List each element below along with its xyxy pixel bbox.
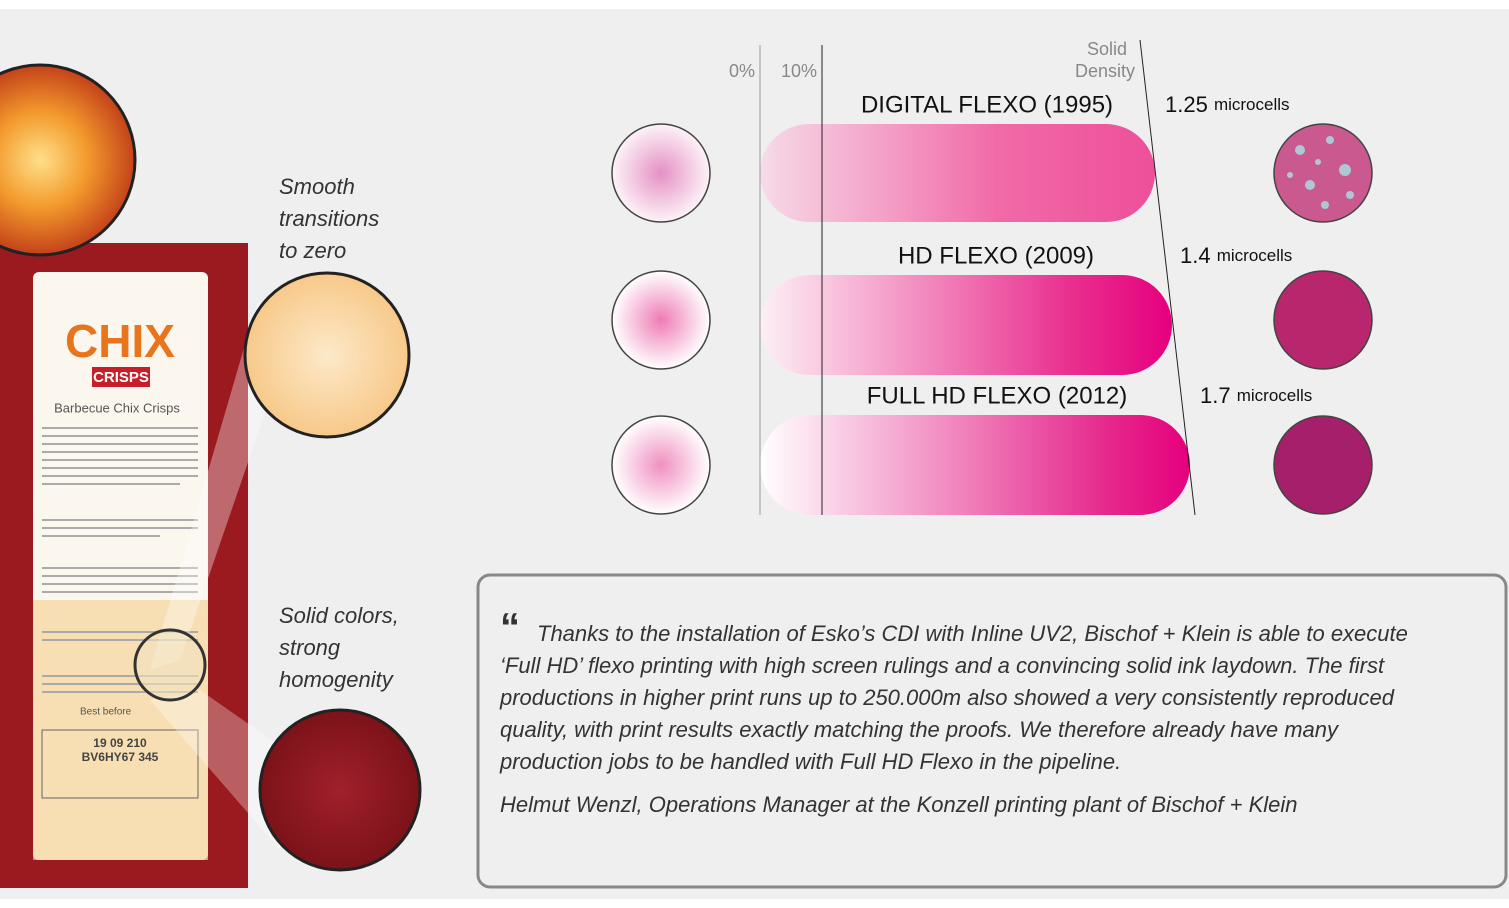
date-code: 19 09 210 xyxy=(93,736,147,750)
microcell-sample xyxy=(1274,416,1372,514)
callout: homogenity xyxy=(279,667,395,692)
density-value: 1.4 xyxy=(1180,243,1211,268)
dot-sample xyxy=(612,271,710,369)
row-label: FULL HD FLEXO (2012) xyxy=(867,382,1128,409)
product: Barbecue Chix Crisps xyxy=(54,400,180,415)
dot-sample xyxy=(612,416,710,514)
axis-label: Density xyxy=(1075,61,1135,81)
bar xyxy=(760,415,1190,515)
callout: strong xyxy=(279,635,341,660)
quote-mark: “ xyxy=(500,606,520,650)
magnifier xyxy=(135,630,205,700)
density-unit: microcells xyxy=(1214,95,1290,114)
axis-label: 10% xyxy=(781,61,817,81)
page: CHIX CRISPS Barbecue Chix Crisps Best be… xyxy=(0,0,1509,908)
quote-line: production jobs to be handled with Full … xyxy=(499,749,1121,774)
batch-code: BV6HY67 345 xyxy=(82,750,159,764)
callout: to zero xyxy=(279,238,346,263)
solid-zoom xyxy=(260,710,420,870)
quote-line: ‘Full HD’ flexo printing with high scree… xyxy=(500,653,1385,678)
bar xyxy=(760,124,1155,222)
axis-label: 0% xyxy=(729,61,755,81)
density-unit: microcells xyxy=(1237,386,1313,405)
row-label: DIGITAL FLEXO (1995) xyxy=(861,91,1113,118)
row-label: HD FLEXO (2009) xyxy=(898,242,1094,269)
microcell-sample xyxy=(1274,271,1372,369)
quote-line: productions in higher print runs up to 2… xyxy=(499,685,1395,710)
density-value: 1.7 xyxy=(1200,383,1231,408)
brand: CHIX xyxy=(65,315,175,367)
dot-sample xyxy=(612,124,710,222)
callout: Smooth xyxy=(279,174,355,199)
quote-attribution: Helmut Wenzl, Operations Manager at the … xyxy=(500,792,1298,817)
best-before: Best before xyxy=(80,707,132,718)
density: 1.7 microcells xyxy=(1200,383,1312,408)
quote-line: quality, with print results exactly matc… xyxy=(500,717,1340,742)
axis-label: Solid xyxy=(1087,39,1127,59)
gradient-zoom xyxy=(245,273,409,437)
quote-line: Thanks to the installation of Esko’s CDI… xyxy=(537,621,1408,646)
sub-brand: CRISPS xyxy=(93,369,149,386)
density: 1.25 microcells xyxy=(1165,92,1290,117)
density-unit: microcells xyxy=(1217,246,1293,265)
callout: Solid colors, xyxy=(279,603,399,628)
density: 1.4 microcells xyxy=(1180,243,1292,268)
density-value: 1.25 xyxy=(1165,92,1208,117)
callout: transitions xyxy=(279,206,379,231)
